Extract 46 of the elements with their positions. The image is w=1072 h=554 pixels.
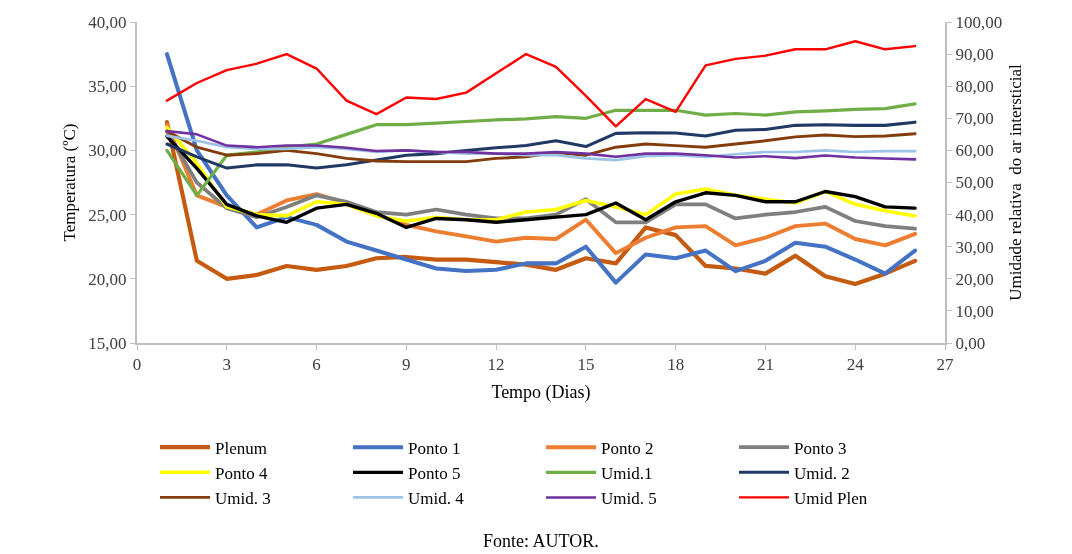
x-tick-label: 3 bbox=[222, 355, 232, 375]
y2-tick-label: 10,00 bbox=[955, 301, 994, 321]
y2-tick-label: 80,00 bbox=[955, 77, 994, 97]
legend-label: Umid. 5 bbox=[601, 489, 657, 509]
legend-label: Umid. 4 bbox=[408, 489, 465, 509]
legend-label: Ponto 4 bbox=[215, 463, 268, 483]
legend-label: Umid. 3 bbox=[215, 489, 271, 509]
y-tick-label: 35,00 bbox=[88, 77, 127, 97]
legend-label: Umid.1 bbox=[601, 463, 653, 483]
x-tick-label: 9 bbox=[402, 355, 411, 375]
x-tick-label: 27 bbox=[936, 355, 954, 375]
legend-label: Umid. 2 bbox=[794, 463, 850, 483]
y2-tick-label: 100,00 bbox=[955, 12, 1003, 32]
x-tick-label: 6 bbox=[312, 355, 321, 375]
legend-label: Umid Plen bbox=[794, 489, 868, 509]
y-tick-label: 15,00 bbox=[88, 333, 127, 353]
line-series bbox=[165, 40, 917, 128]
y2-tick-label: 70,00 bbox=[955, 109, 994, 129]
y2-tick-label: 90,00 bbox=[955, 45, 994, 65]
y2-tick-label: 30,00 bbox=[955, 237, 994, 257]
x-tick-label: 24 bbox=[846, 355, 865, 375]
line-series bbox=[164, 52, 918, 285]
legend-label: Plenum bbox=[215, 438, 267, 458]
legend-label: Ponto 3 bbox=[794, 438, 847, 458]
y-tick-label: 20,00 bbox=[88, 269, 127, 289]
y-tick-label: 30,00 bbox=[88, 141, 127, 161]
legend-label: Ponto 2 bbox=[601, 438, 654, 458]
y2-tick-label: 20,00 bbox=[955, 269, 994, 289]
x-tick-label: 15 bbox=[577, 355, 595, 375]
x-tick-label: 18 bbox=[667, 355, 685, 375]
y2-tick-label: 0,00 bbox=[955, 333, 986, 353]
legend-label: Ponto 1 bbox=[408, 438, 461, 458]
y2-tick-label: 40,00 bbox=[955, 205, 994, 225]
y2-tick-label: 50,00 bbox=[955, 173, 994, 193]
line-series bbox=[165, 120, 917, 170]
x-tick-label: 21 bbox=[756, 355, 774, 375]
source-note: Fonte: AUTOR. bbox=[483, 531, 599, 551]
x-tick-label: 0 bbox=[132, 355, 142, 375]
x-axis-title: Tempo (Dias) bbox=[491, 382, 591, 403]
y-tick-label: 25,00 bbox=[88, 205, 127, 225]
y-tick-label: 40,00 bbox=[88, 12, 127, 32]
y2-axis-title: Umidade relativa do ar intersticial bbox=[1006, 63, 1026, 301]
x-tick-label: 12 bbox=[487, 355, 505, 375]
y2-tick-label: 60,00 bbox=[955, 141, 994, 161]
y-axis-title: Temperatura (ºC) bbox=[60, 123, 80, 242]
legend-label: Ponto 5 bbox=[408, 463, 461, 483]
